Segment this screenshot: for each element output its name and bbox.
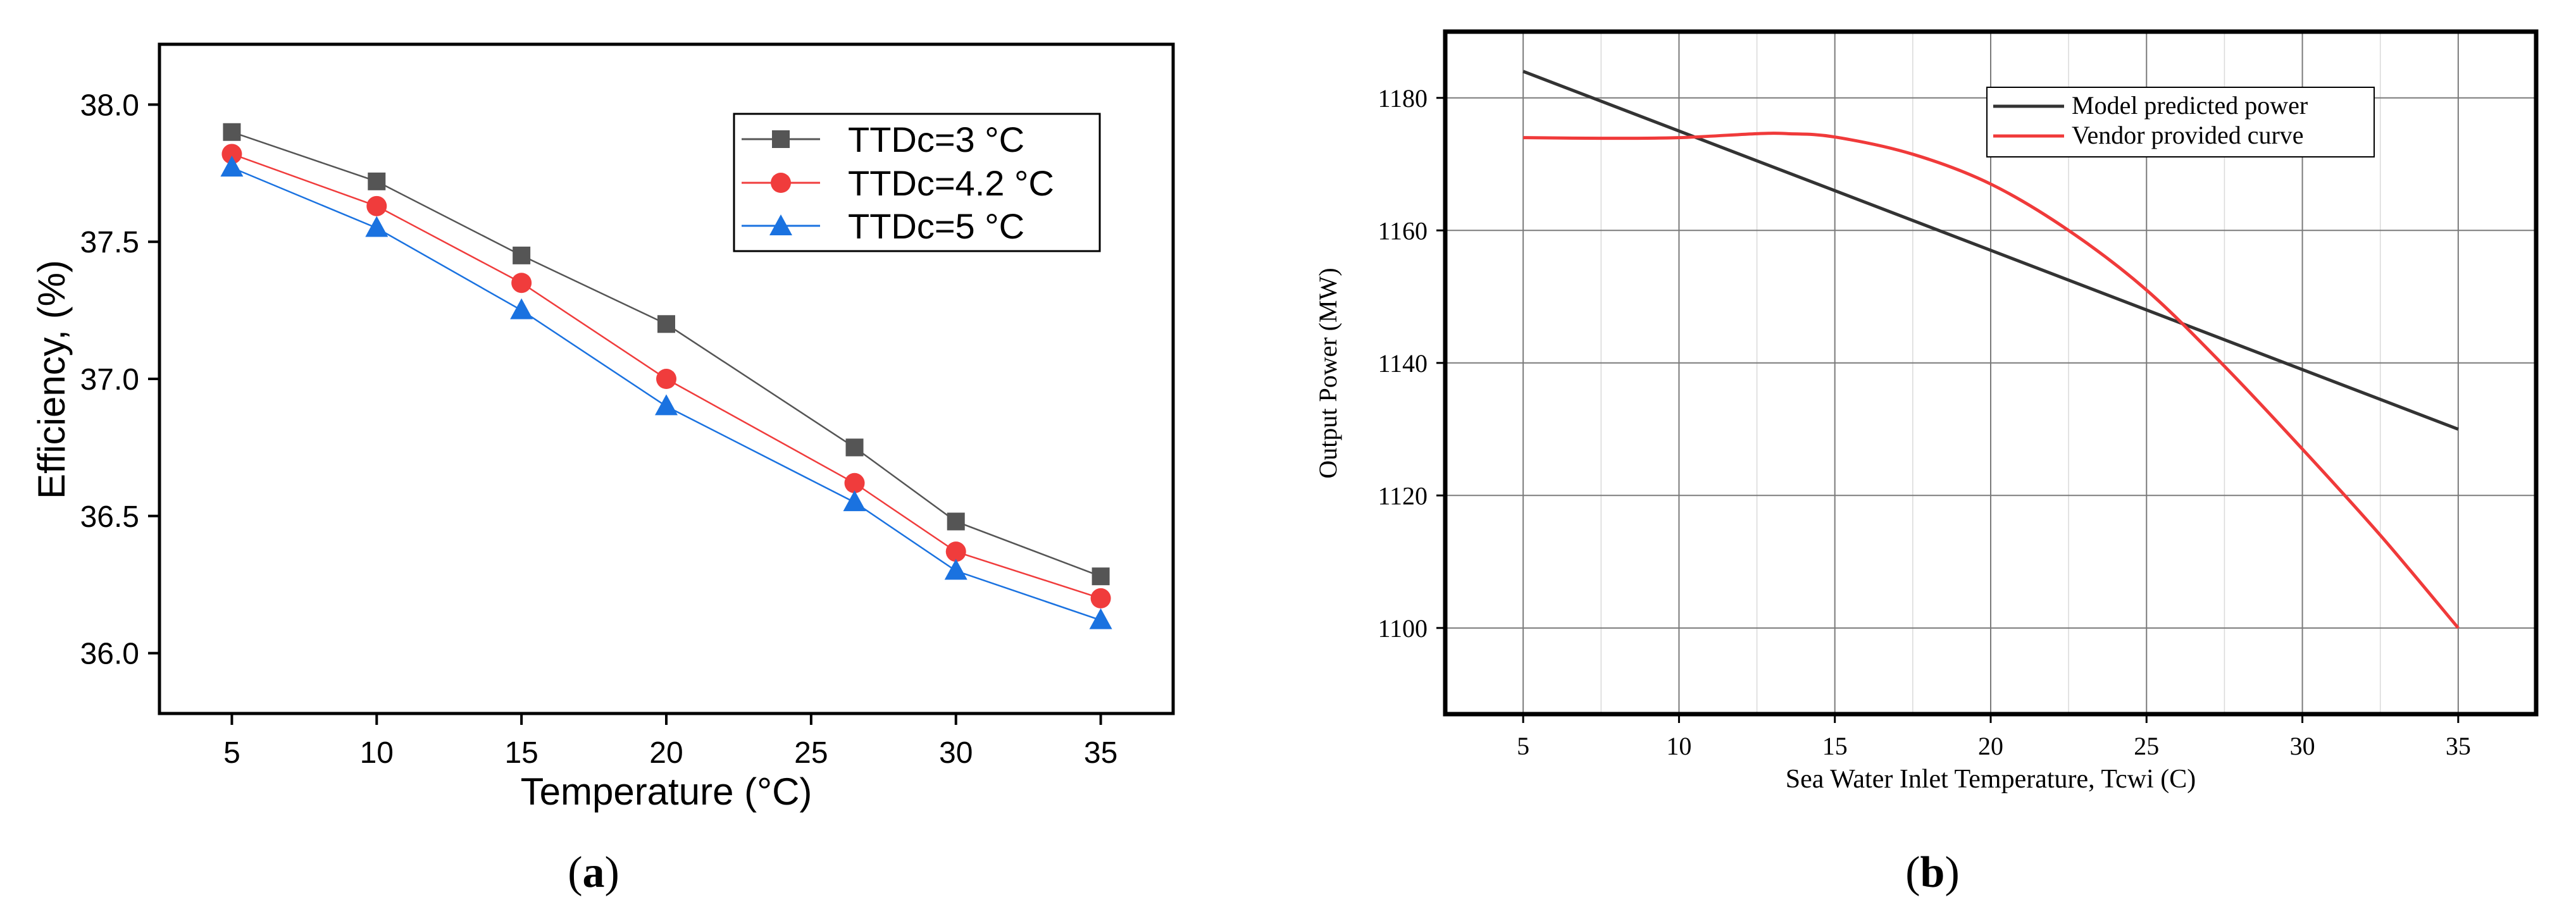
chart-b-legend: Model predicted power Vendor provided cu… [1986,87,2375,157]
y-tick-label: 38.0 [80,89,139,122]
data-point-square [513,246,531,264]
x-tick-label: 30 [939,736,973,770]
x-tick-label: 35 [2446,732,2471,760]
data-point-square [845,438,864,457]
y-tick-label: 1140 [1378,349,1428,378]
legend-circle-marker [771,173,791,193]
x-tick-label: 35 [1084,736,1117,770]
y-tick-label: 37.5 [80,226,139,259]
legend-square-marker [772,130,790,148]
y-tick-label: 36.5 [80,500,139,534]
chart-b-panel-label: (b) [1905,848,1960,897]
data-point-circle [945,541,966,562]
chart-a-panel-letter: a [583,848,605,897]
chart-b-legend-label: Model predicted power [2072,91,2308,120]
x-tick-label: 15 [504,736,538,770]
y-tick-label: 1120 [1378,481,1428,510]
chart-b-legend-entry: Model predicted power [1993,91,2308,120]
chart-a-legend-entry: TTDc=5 °C [742,206,1024,246]
x-tick-label: 30 [2290,732,2315,760]
data-point-square [1092,567,1110,586]
data-point-circle [1090,588,1111,608]
x-tick-label: 20 [1978,732,2003,760]
chart-a: 5 10 15 20 25 30 35 36.0 36.5 37.0 37.5 38.0 Effic… [30,42,1175,897]
y-tick-label: 37.0 [80,363,139,397]
data-point-circle [844,472,865,493]
data-point-circle [221,144,242,164]
x-tick-label: 5 [1517,732,1529,760]
chart-b-series [1522,70,2460,629]
chart-a-legend-label: TTDc=5 °C [848,206,1024,246]
chart-a-y-axis-label: Efficiency, (%) [30,260,73,499]
data-point-triangle [365,216,389,237]
series-line-2 [1523,132,2460,629]
chart-b-panel-letter: b [1920,848,1945,897]
data-point-triangle [1089,608,1112,629]
y-tick-label: 1180 [1378,84,1428,113]
y-tick-label: 1100 [1378,614,1428,643]
data-point-circle [366,195,387,216]
chart-b-x-ticks: 5 10 15 20 25 30 35 [1517,714,2471,760]
chart-a-legend-label: TTDc=4.2 °C [848,163,1054,203]
chart-a-panel-label: (a) [568,848,619,897]
legend-triangle-marker [769,214,792,235]
y-tick-label: 36.0 [80,638,139,671]
chart-b: 5 10 15 20 25 30 35 1100 1120 1140 1160 1180 Outpu… [1314,29,2539,897]
x-tick-label: 5 [223,736,240,770]
chart-b-y-ticks: 1100 1120 1140 1160 1180 [1378,84,1445,643]
x-tick-label: 25 [2134,732,2159,760]
chart-b-legend-box [1986,87,2375,157]
chart-a-x-axis-label: Temperature (°C) [521,770,812,813]
chart-b-x-axis-label: Sea Water Inlet Temperature, Tcwi (C) [1786,765,2196,794]
data-point-triangle [510,298,533,319]
data-point-triangle [944,559,968,580]
x-tick-label: 10 [360,736,394,770]
chart-a-legend: TTDc=3 °C TTDc=4.2 °C TTDc=5 °C [733,113,1101,252]
data-point-square [368,172,386,190]
x-tick-label: 20 [649,736,683,770]
y-tick-label: 1160 [1378,216,1428,245]
chart-a-y-ticks: 36.0 36.5 37.0 37.5 38.0 [80,89,159,671]
x-tick-label: 25 [794,736,828,770]
x-tick-label: 10 [1666,732,1691,760]
data-point-triangle [843,490,866,512]
x-tick-label: 15 [1822,732,1848,760]
data-point-circle [511,273,532,293]
data-point-square [223,123,241,141]
series-line-1 [1522,70,2459,431]
data-point-circle [656,369,676,389]
chart-b-y-axis-label: Output Power (MW) [1314,268,1342,478]
chart-a-legend-label: TTDc=3 °C [848,120,1024,159]
data-point-square [657,315,675,333]
data-point-triangle [220,156,244,177]
chart-a-x-ticks: 5 10 15 20 25 30 35 [223,713,1117,770]
data-point-triangle [655,394,678,416]
chart-a-legend-entry: TTDc=3 °C [742,120,1024,159]
chart-b-legend-entry: Vendor provided curve [1993,121,2304,149]
chart-a-legend-entry: TTDc=4.2 °C [742,163,1054,203]
chart-a-series [220,123,1112,629]
chart-b-legend-label: Vendor provided curve [2072,121,2304,149]
data-point-square [947,512,965,531]
